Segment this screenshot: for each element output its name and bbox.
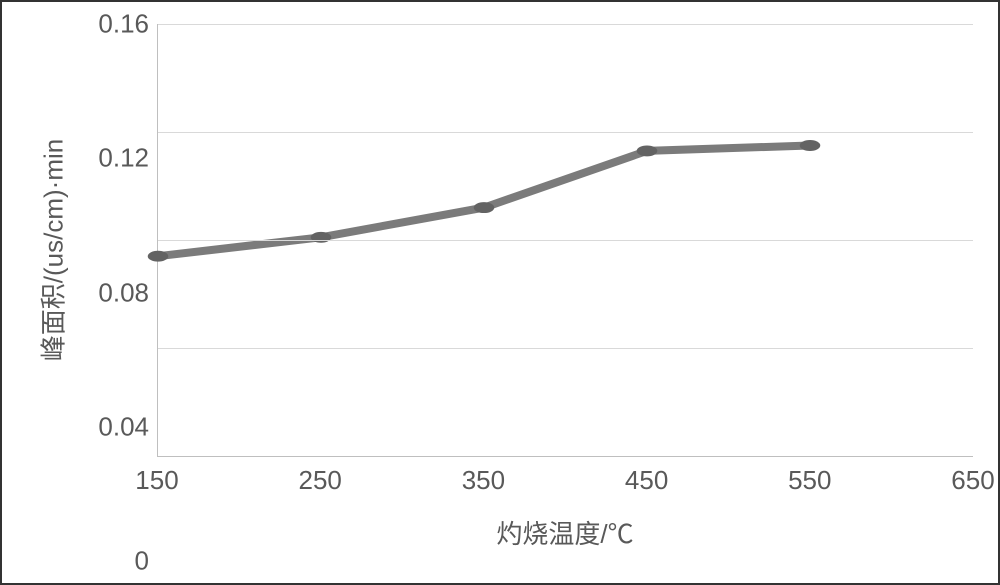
x-tick-label: 450 xyxy=(625,465,668,496)
x-tick-label: 250 xyxy=(298,465,341,496)
gridline xyxy=(158,132,973,133)
data-point xyxy=(474,202,495,213)
gridline xyxy=(158,348,973,349)
x-tick-row: 150250350450550650 xyxy=(157,457,973,503)
x-tick-label: 550 xyxy=(788,465,831,496)
x-tick-label: 650 xyxy=(951,465,994,496)
x-axis-label-row: 灼烧温度/℃ xyxy=(157,503,973,561)
y-tick-label: 0.04 xyxy=(98,411,149,442)
data-point xyxy=(311,232,332,243)
chart-area: 峰面积/(us/cm)·min 00.040.080.120.16 150250… xyxy=(27,24,973,561)
x-axis-label: 灼烧温度/℃ xyxy=(496,514,633,551)
y-axis-label: 峰面积/(us/cm)·min xyxy=(34,138,71,360)
data-point xyxy=(148,251,169,262)
data-point xyxy=(800,140,821,151)
chart-frame: 峰面积/(us/cm)·min 0 0.04 0.08 0.12 0.16 150 250… xyxy=(0,0,1000,585)
plot-area xyxy=(157,24,973,457)
gridline xyxy=(158,24,973,25)
y-tick-label: 0.16 xyxy=(98,9,149,40)
x-tick-label: 350 xyxy=(462,465,505,496)
gridline xyxy=(158,240,973,241)
y-tick-label: 0.08 xyxy=(98,277,149,308)
y-tick-label: 0 xyxy=(135,546,149,577)
data-point xyxy=(637,145,658,156)
y-tick-label: 0.12 xyxy=(98,143,149,174)
y-axis-label-column: 峰面积/(us/cm)·min xyxy=(27,24,77,561)
x-tick-label: 150 xyxy=(135,465,178,496)
plot-column: 150250350450550650 灼烧温度/℃ xyxy=(157,24,973,561)
